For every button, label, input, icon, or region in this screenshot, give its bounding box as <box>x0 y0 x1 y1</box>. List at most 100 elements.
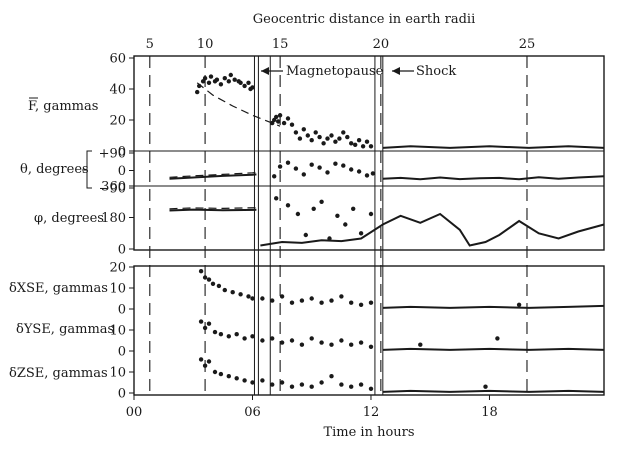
data-point-dY-9 <box>260 338 265 343</box>
data-point-theta-9 <box>341 163 346 168</box>
data-point-dZ-10 <box>270 382 275 387</box>
data-point-F-5 <box>208 74 214 79</box>
bottom-tick-label-0: 00 <box>126 405 143 420</box>
data-point-dX-18 <box>339 294 344 299</box>
data-point-phi-2 <box>295 211 301 217</box>
data-point-F-0 <box>195 89 200 95</box>
bottom-axis-label: Time in hours <box>323 425 414 440</box>
data-point-F-10 <box>226 79 231 84</box>
data-point-dX-12 <box>279 294 285 299</box>
bottom-tick-label-1: 06 <box>244 405 261 420</box>
data-point-F-44 <box>360 144 366 149</box>
data-point-dX-11 <box>270 298 275 303</box>
data-point-dY-17 <box>339 338 344 343</box>
data-point-F-12 <box>232 77 237 82</box>
data-point-dZ-12 <box>289 384 295 389</box>
f-ylabel: F, gammas <box>28 99 98 114</box>
data-point-phi-10 <box>358 231 364 236</box>
data-point-dX-20 <box>358 302 364 307</box>
series-line-theta-0 <box>169 171 257 178</box>
data-point-dZ-3 <box>212 369 218 375</box>
series-line-phi-0 <box>169 207 257 210</box>
shock-label: Shock <box>416 64 456 79</box>
data-point-F-1 <box>197 83 202 89</box>
data-point-theta-2 <box>285 160 291 165</box>
dy-ylabel: δYSE, gammas <box>16 322 114 337</box>
data-point-dX-13 <box>289 300 295 305</box>
data-point-theta-0 <box>272 174 277 179</box>
top-tick-label-3: 20 <box>373 37 390 52</box>
data-point-phi-1 <box>285 203 291 208</box>
shock-arrowhead <box>392 67 400 75</box>
data-point-dZ-21 <box>483 384 488 389</box>
data-point-dZ-15 <box>319 380 324 385</box>
data-point-dZ-1 <box>202 363 208 368</box>
lower-plot-frame <box>133 265 605 396</box>
data-point-F-34 <box>321 141 326 146</box>
data-point-dY-16 <box>329 342 334 347</box>
data-point-F-37 <box>333 139 338 144</box>
data-point-phi-11 <box>368 211 374 217</box>
data-point-dY-2 <box>206 321 212 326</box>
data-point-dX-16 <box>319 300 324 305</box>
ytick-label-dZ-0: 10 <box>109 366 126 381</box>
data-point-dZ-19 <box>358 382 364 387</box>
ytick-label-theta-0: +90 <box>99 147 126 162</box>
data-point-theta-8 <box>333 161 338 166</box>
data-point-dX-17 <box>329 298 334 303</box>
top-tick-label-4: 25 <box>519 37 536 52</box>
data-point-F-28 <box>297 136 303 141</box>
series-line-dZ-0 <box>382 389 605 393</box>
data-point-F-15 <box>242 83 247 89</box>
data-point-F-14 <box>238 80 243 86</box>
data-point-dZ-20 <box>368 386 374 391</box>
data-point-F-46 <box>368 144 374 149</box>
data-point-theta-11 <box>356 169 362 174</box>
data-point-dY-15 <box>319 340 324 345</box>
ytick-label-F-3: 0 <box>118 145 126 160</box>
data-point-F-21 <box>274 114 279 120</box>
data-point-dX-21 <box>368 300 374 305</box>
ytick-label-dX-0: 20 <box>109 261 126 276</box>
data-point-F-45 <box>364 139 370 144</box>
data-point-theta-7 <box>325 170 330 175</box>
data-point-F-42 <box>353 142 358 147</box>
data-point-dZ-16 <box>329 374 334 379</box>
data-point-dX-3 <box>210 281 216 286</box>
data-point-dX-2 <box>206 277 212 282</box>
data-point-dZ-2 <box>206 359 212 364</box>
ytick-label-F-2: 20 <box>109 114 126 129</box>
data-point-F-11 <box>228 72 233 78</box>
data-point-dZ-0 <box>198 357 204 362</box>
data-point-dZ-5 <box>226 374 231 379</box>
data-point-F-7 <box>214 77 220 82</box>
data-point-F-8 <box>218 82 224 87</box>
series-line-theta-1 <box>169 173 257 180</box>
data-point-F-22 <box>276 119 281 124</box>
magnetopause-arrowhead <box>261 67 269 75</box>
data-point-dY-3 <box>212 329 218 335</box>
ytick-label-theta-1: 0 <box>118 164 126 179</box>
data-point-dZ-6 <box>234 376 239 381</box>
ytick-label-F-0: 60 <box>109 52 126 67</box>
data-point-F-33 <box>317 134 322 140</box>
data-point-theta-5 <box>309 162 314 167</box>
series-line-F-1 <box>382 145 605 149</box>
data-point-F-26 <box>289 122 295 127</box>
data-point-F-9 <box>222 76 227 81</box>
data-point-dY-19 <box>358 340 364 345</box>
data-point-dX-5 <box>222 287 227 293</box>
theta-bracket <box>82 150 92 189</box>
series-line-dY-0 <box>382 347 605 351</box>
ytick-label-dY-0: 10 <box>109 324 126 339</box>
data-point-theta-3 <box>293 166 299 171</box>
data-point-F-30 <box>305 133 310 138</box>
data-point-dY-12 <box>289 338 295 343</box>
top-axis-label: Geocentric distance in earth radii <box>253 12 476 27</box>
dx-ylabel: δXSE, gammas <box>9 281 108 296</box>
ytick-label-phi-1: 180 <box>101 211 126 226</box>
data-point-dY-8 <box>250 334 255 339</box>
